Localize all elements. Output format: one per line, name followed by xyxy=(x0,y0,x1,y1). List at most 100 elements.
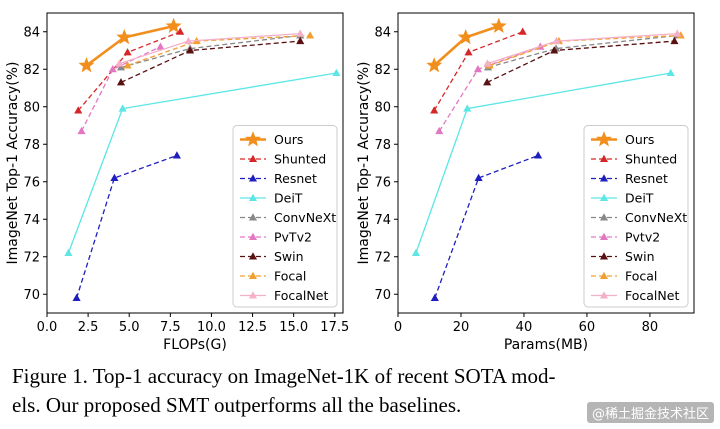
y-tick-label: 78 xyxy=(23,138,40,153)
y-tick-label: 72 xyxy=(374,250,391,265)
data-point-triangle xyxy=(430,293,439,302)
data-point-triangle xyxy=(296,36,305,45)
legend-label: Swin xyxy=(274,249,304,264)
figure-caption: Figure 1. Top-1 accuracy on ImageNet-1K … xyxy=(12,362,712,420)
legend-swatch-star xyxy=(595,131,613,147)
data-point-triangle xyxy=(296,29,305,37)
y-tick-label: 70 xyxy=(374,288,391,303)
data-point-triangle xyxy=(306,31,315,39)
legend: Ours Shunted Resnet DeiT ConvNeXt PvTv2 Swin Fo… xyxy=(232,125,338,308)
y-tick-label: 74 xyxy=(23,213,40,228)
series-line xyxy=(438,46,541,132)
y-tick-label: 82 xyxy=(374,63,391,78)
watermark: @稀土掘金技术社区 xyxy=(586,402,714,423)
y-tick-label: 70 xyxy=(23,288,40,303)
data-point-triangle xyxy=(473,65,483,73)
data-point-triangle xyxy=(483,78,492,86)
legend-swatch-triangle xyxy=(248,252,258,260)
data-point-triangle xyxy=(435,126,444,135)
x-tick-label: 2.5 xyxy=(78,320,99,335)
legend-label: Pvtv2 xyxy=(625,230,660,245)
legend-label: Resnet xyxy=(274,171,317,186)
data-point-star xyxy=(78,57,95,73)
data-point-triangle xyxy=(550,46,559,54)
data-point-triangle xyxy=(72,293,81,302)
x-tick-label: 60 xyxy=(579,320,596,335)
legend-swatch-triangle xyxy=(248,174,258,182)
legend-label: Shunted xyxy=(274,152,326,167)
data-point-star xyxy=(490,17,507,33)
data-point-triangle xyxy=(186,46,195,54)
series-line xyxy=(80,46,161,132)
data-point-triangle xyxy=(673,29,682,37)
legend-label: Shunted xyxy=(625,152,677,167)
y-axis-label: ImageNet Top-1 Accuracy(%) xyxy=(356,61,372,264)
legend-swatch-triangle xyxy=(599,271,609,280)
x-tick-label: 12.5 xyxy=(238,320,267,335)
legend-swatch-triangle xyxy=(599,174,609,182)
legend-swatch-star xyxy=(244,131,262,147)
legend-label: PvTv2 xyxy=(274,230,312,245)
y-tick-label: 72 xyxy=(23,250,40,265)
data-point-triangle xyxy=(74,106,83,114)
legend-swatch-triangle xyxy=(248,291,258,299)
legend-label: Ours xyxy=(625,132,654,147)
legend-swatch-triangle xyxy=(248,232,258,241)
data-point-triangle xyxy=(108,65,117,73)
data-point-triangle xyxy=(670,36,679,45)
caption-line-2: els. Our proposed SMT outperforms all th… xyxy=(12,393,462,417)
legend-label: FocalNet xyxy=(274,288,328,303)
x-axis-label: Params(MB) xyxy=(504,337,588,353)
data-point-triangle xyxy=(430,106,439,114)
legend-swatch-triangle xyxy=(248,271,258,280)
legend-label: FocalNet xyxy=(625,288,679,303)
y-tick-label: 84 xyxy=(23,25,40,40)
series-line xyxy=(486,40,675,83)
legend-swatch-triangle xyxy=(599,154,609,163)
x-tick-label: 15.0 xyxy=(279,320,308,335)
chart-panel-2: 0 20 40 60 80 70 72 74 76 78 80 82 84 Params(MB) Image… xyxy=(356,12,695,353)
data-point-triangle xyxy=(123,48,132,56)
data-point-star xyxy=(426,57,443,73)
data-point-triangle xyxy=(552,36,561,45)
data-point-triangle xyxy=(483,59,492,67)
series-line xyxy=(489,34,681,67)
x-tick-label: 7.5 xyxy=(160,320,181,335)
x-tick-label: 5.0 xyxy=(119,320,140,335)
legend: Ours Shunted Resnet DeiT ConvNeXt Pvtv2 Swin Fo… xyxy=(583,125,689,308)
data-point-triangle xyxy=(156,42,165,50)
legend-label: ConvNeXt xyxy=(274,210,336,225)
x-tick-label: 40 xyxy=(516,320,533,335)
data-point-triangle xyxy=(474,173,483,182)
legend-swatch-triangle xyxy=(599,193,609,202)
data-point-triangle xyxy=(176,27,185,35)
x-tick-label: 17.5 xyxy=(320,320,349,335)
data-point-triangle xyxy=(534,151,543,159)
legend-box xyxy=(232,125,338,308)
data-point-triangle xyxy=(184,36,193,45)
y-tick-label: 76 xyxy=(23,175,40,190)
series-line xyxy=(77,31,181,111)
x-tick-label: 20 xyxy=(453,320,470,335)
x-axis-label: FLOPs(G) xyxy=(163,337,227,353)
legend-swatch-triangle xyxy=(248,154,258,163)
data-point-triangle xyxy=(332,68,341,77)
series-line xyxy=(75,154,178,299)
data-point-triangle xyxy=(77,126,86,135)
data-point-triangle xyxy=(115,59,124,67)
series-line xyxy=(127,34,311,67)
data-point-triangle xyxy=(666,68,675,77)
figure-svg: 0.0 2.5 5.0 7.5 10.0 12.5 15.0 17.5 70 72 74 76 78 80… xyxy=(5,12,695,353)
figure-panels: 0.0 2.5 5.0 7.5 10.0 12.5 15.0 17.5 70 72 74 76 78 80… xyxy=(5,12,695,353)
data-point-star xyxy=(457,29,474,45)
x-tick-label: 80 xyxy=(642,320,659,335)
legend-label: ConvNeXt xyxy=(625,210,687,225)
series-line xyxy=(120,34,301,69)
data-point-triangle xyxy=(116,63,126,71)
data-point-triangle xyxy=(123,61,132,69)
data-point-triangle xyxy=(411,248,420,257)
data-point-star xyxy=(116,29,133,45)
data-point-triangle xyxy=(110,173,119,182)
series-line xyxy=(434,154,539,299)
legend-swatch-triangle xyxy=(599,213,609,221)
